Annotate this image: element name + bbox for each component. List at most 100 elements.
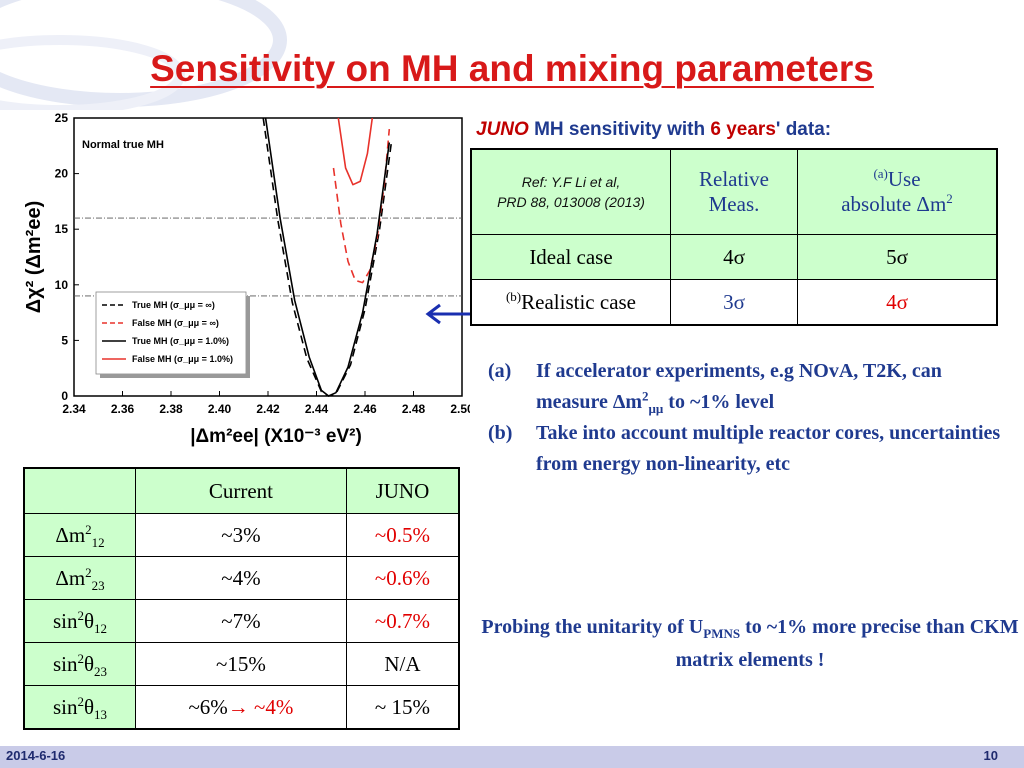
x-tick-label: 2.40 xyxy=(208,402,232,416)
absolute-header-sup: 2 xyxy=(946,191,953,206)
current-value-old: ~6% xyxy=(188,694,228,719)
param-sub: 23 xyxy=(94,663,108,679)
param-name: Δm223 xyxy=(23,556,136,600)
ideal-absolute-value: 5σ xyxy=(797,234,998,280)
table-row: Δm212 ~3% ~0.5% xyxy=(23,513,460,557)
series-line xyxy=(264,117,391,397)
param-sup: 2 xyxy=(77,693,84,709)
table-header-row: Ref: Y.F Li et al, PRD 88, 013008 (2013)… xyxy=(470,148,998,235)
ideal-case-label: Ideal case xyxy=(470,234,671,280)
param-theta: θ xyxy=(83,651,95,676)
x-tick-label: 2.44 xyxy=(305,402,329,416)
footnote-a-text-2: to ~1% level xyxy=(663,391,775,413)
footnote-text: If accelerator experiments, e.g NOvA, T2… xyxy=(536,356,1008,418)
x-tick-label: 2.46 xyxy=(353,402,377,416)
juno-heading-years: 6 years xyxy=(710,119,776,140)
footnote-text: Take into account multiple reactor cores… xyxy=(536,422,1001,475)
series-line xyxy=(332,129,391,284)
param-theta: θ xyxy=(83,608,95,633)
param-sup: 2 xyxy=(77,650,84,666)
legend-shadow xyxy=(100,374,250,378)
param-sub: 23 xyxy=(91,577,105,593)
param-sup: 2 xyxy=(77,607,84,623)
reference-cell: Ref: Y.F Li et al, PRD 88, 013008 (2013) xyxy=(470,148,671,235)
note-b-tag: (b) xyxy=(505,288,522,304)
juno-value: ~0.5% xyxy=(345,513,460,557)
y-tick-label: 25 xyxy=(55,111,69,125)
table-row: sin2θ23 ~15% N/A xyxy=(23,642,460,686)
pointer-arrow-icon xyxy=(425,303,474,325)
x-tick-label: 2.38 xyxy=(159,402,183,416)
legend-label: True MH (σ_μμ = 1.0%) xyxy=(132,336,229,346)
juno-heading-text-2: ' data: xyxy=(775,119,832,140)
y-tick-label: 0 xyxy=(61,389,68,403)
header-empty-cell xyxy=(23,467,136,514)
legend-label: False MH (σ_μμ = ∞) xyxy=(132,318,219,328)
absolute-header-line-2: absolute Δm xyxy=(841,192,947,216)
unitarity-statement: Probing the unitarity of UPMNS to ~1% mo… xyxy=(480,611,1020,677)
legend-shadow xyxy=(246,296,250,378)
table-row: sin2θ13 ~6%→ ~4% ~ 15% xyxy=(23,685,460,730)
footnote-a-text-1: If accelerator experiments, e.g NOvA, T2… xyxy=(536,360,942,413)
param-name: sin2θ23 xyxy=(23,642,136,686)
juno-value: N/A xyxy=(345,642,460,686)
probing-sub: PMNS xyxy=(703,626,741,641)
footnote-b: (b) Take into account multiple reactor c… xyxy=(488,418,1008,480)
param-name: sin2θ12 xyxy=(23,599,136,643)
param-name: Δm212 xyxy=(23,513,136,557)
param-symbol: sin xyxy=(52,608,78,633)
chart-inner-label: Normal true MH xyxy=(82,139,164,151)
footnote-a-sup: 2 xyxy=(642,388,649,404)
realistic-case-cell: (b)Realistic case xyxy=(470,279,671,326)
relative-meas-header: Relative Meas. xyxy=(670,148,798,235)
param-name: sin2θ13 xyxy=(23,685,136,730)
param-symbol: sin xyxy=(52,651,78,676)
series-line xyxy=(337,117,374,186)
param-sub: 13 xyxy=(94,706,108,722)
reference-line-2: PRD 88, 013008 (2013) xyxy=(497,194,645,210)
footnote-a: (a) If accelerator experiments, e.g NOvA… xyxy=(488,356,1008,418)
slide-title: Sensitivity on MH and mixing parameters xyxy=(150,48,874,89)
current-value: ~3% xyxy=(135,513,347,557)
y-axis-label: Δχ² (Δm²ee) xyxy=(23,201,45,314)
juno-value: ~0.6% xyxy=(345,556,460,600)
param-symbol: sin xyxy=(52,694,78,719)
page-number: 10 xyxy=(983,748,998,763)
probing-text-1: Probing the unitarity of U xyxy=(481,616,704,638)
x-tick-label: 2.48 xyxy=(402,402,426,416)
absolute-dm2-header: (a)Use absolute Δm2 xyxy=(797,148,998,235)
current-value: ~7% xyxy=(135,599,347,643)
arrow-right-icon: → xyxy=(227,694,249,719)
table-row: Ideal case 4σ 5σ xyxy=(470,234,998,280)
x-axis-label: |Δm²ee| (X10⁻³ eV²) xyxy=(190,426,362,447)
param-sub: 12 xyxy=(91,534,105,550)
table-row: sin2θ12 ~7% ~0.7% xyxy=(23,599,460,643)
realistic-relative-value: 3σ xyxy=(670,279,798,326)
absolute-header-line-1: Use xyxy=(887,167,921,191)
juno-label: JUNO xyxy=(476,119,529,140)
current-value: ~15% xyxy=(135,642,347,686)
mixing-parameters-table: Current JUNO Δm212 ~3% ~0.5% Δm223 ~4% ~… xyxy=(23,467,460,730)
footer-date: 2014-6-16 xyxy=(6,748,66,763)
footnote-a-sub: μμ xyxy=(648,401,664,416)
footnotes: (a) If accelerator experiments, e.g NOvA… xyxy=(488,356,1008,480)
param-symbol: Δm xyxy=(55,522,86,547)
table-header-row: Current JUNO xyxy=(23,467,460,514)
footnote-label: (a) xyxy=(488,360,512,382)
footnote-label: (b) xyxy=(488,422,513,444)
table-row: Δm223 ~4% ~0.6% xyxy=(23,556,460,600)
reference-line-1: Ref: Y.F Li et al, xyxy=(521,174,621,190)
current-value: ~6%→ ~4% xyxy=(135,685,347,730)
juno-value: ~ 15% xyxy=(345,685,460,730)
header-juno: JUNO xyxy=(345,467,460,514)
x-tick-label: 2.50 xyxy=(450,402,470,416)
param-symbol: Δm xyxy=(55,565,86,590)
header-current: Current xyxy=(135,467,347,514)
y-tick-label: 15 xyxy=(55,222,69,236)
y-tick-label: 5 xyxy=(61,333,68,347)
chi2-sensitivity-chart: 2.34 2.36 2.38 2.40 2.42 2.44 2.46 2.48 2.50 0 5 10… xyxy=(23,111,470,447)
mh-sensitivity-table: Ref: Y.F Li et al, PRD 88, 013008 (2013)… xyxy=(470,148,998,326)
legend-label: False MH (σ_μμ = 1.0%) xyxy=(132,354,233,364)
legend-label: True MH (σ_μμ = ∞) xyxy=(132,300,215,310)
juno-heading-text-1: MH sensitivity with xyxy=(528,119,711,140)
